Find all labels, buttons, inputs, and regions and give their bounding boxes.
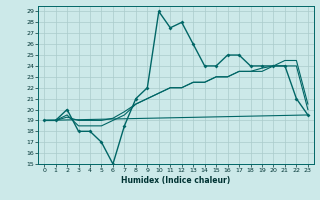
X-axis label: Humidex (Indice chaleur): Humidex (Indice chaleur) [121, 176, 231, 185]
